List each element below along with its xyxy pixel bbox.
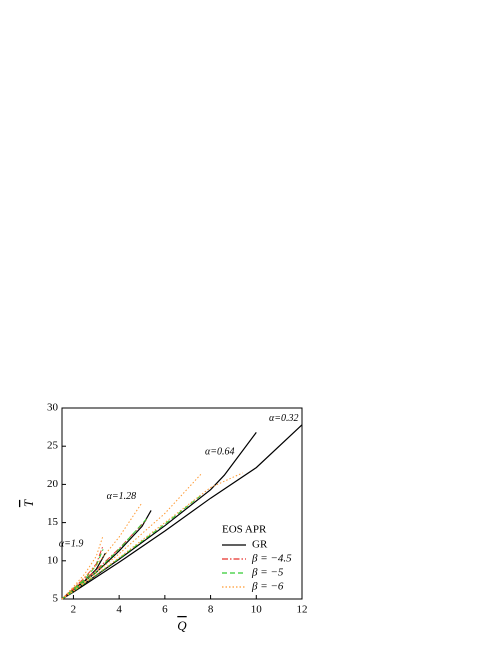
curve — [61, 502, 143, 600]
curve — [61, 494, 202, 600]
annotation: α=1.9 — [59, 538, 84, 549]
legend-label: GR — [252, 539, 268, 551]
curve — [61, 472, 243, 600]
curve — [61, 473, 202, 600]
y-tick-label: 30 — [47, 402, 59, 414]
x-tick-label: 2 — [71, 604, 77, 616]
curve — [61, 545, 104, 600]
curve — [61, 432, 257, 600]
y-tick-label: 5 — [53, 593, 59, 605]
annotation: α=0.64 — [205, 447, 235, 458]
x-tick-label: 8 — [208, 604, 214, 616]
legend-label: β = −6 — [251, 581, 284, 593]
legend-label: β = −5 — [251, 567, 284, 579]
annotation: α=0.32 — [269, 413, 299, 424]
y-tick-label: 25 — [47, 440, 59, 452]
x-axis-title: Q — [177, 618, 187, 633]
curve — [61, 535, 104, 600]
x-tick-label: 12 — [297, 604, 308, 616]
x-tick-label: 4 — [116, 604, 122, 616]
annotation: α=1.28 — [107, 491, 137, 502]
legend-title: EOS APR — [222, 524, 267, 536]
curve — [61, 549, 104, 600]
y-axis-title: T — [21, 499, 36, 507]
plot-frame — [61, 407, 303, 600]
y-tick-label: 20 — [47, 478, 59, 490]
y-tick-label: 10 — [47, 554, 59, 566]
x-tick-label: 6 — [162, 604, 168, 616]
legend-label: β = −4.5 — [251, 553, 292, 565]
y-tick-label: 15 — [47, 516, 59, 528]
x-tick-label: 10 — [251, 604, 263, 616]
